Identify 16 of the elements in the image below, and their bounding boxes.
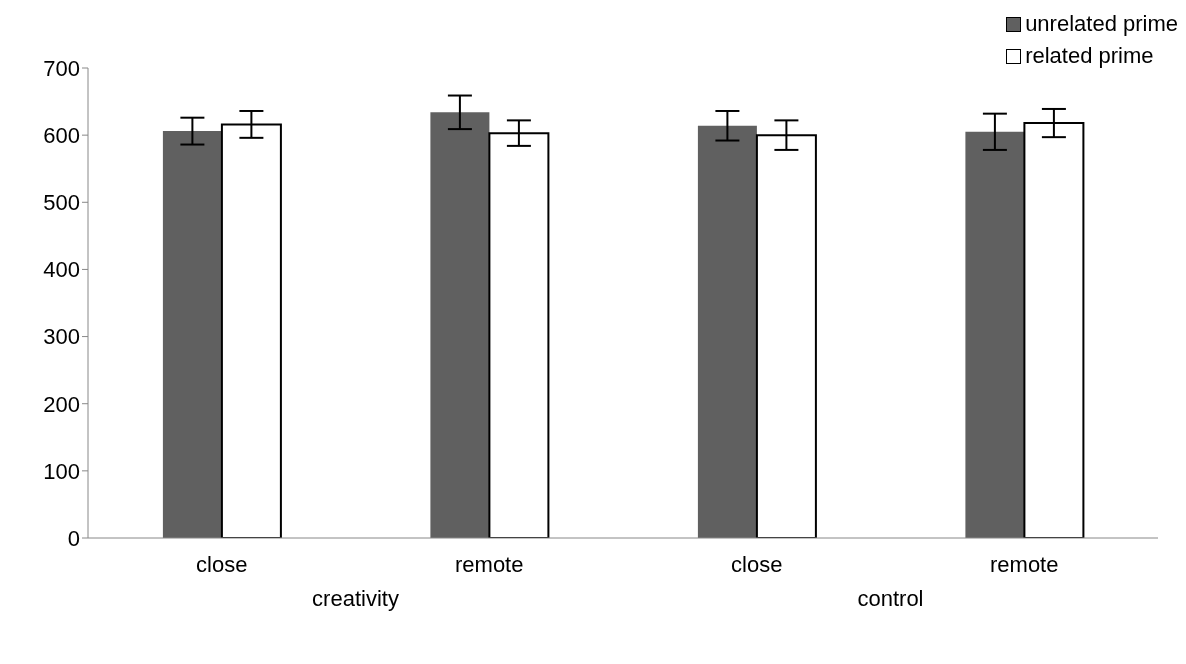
text: control	[856, 586, 925, 612]
y-tick-label: 300	[43, 324, 80, 350]
text: creativity	[311, 586, 400, 612]
y-tick-label: 100	[43, 458, 80, 484]
y-tick-label: 400	[43, 257, 80, 283]
y-tick-label: 0	[67, 525, 80, 551]
legend-label: related prime	[1025, 43, 1154, 69]
y-tick-label: 200	[43, 391, 80, 417]
y-tick-label: 700	[43, 55, 80, 81]
x-tick-label: close	[731, 551, 783, 577]
legend-label: unrelated prime	[1025, 11, 1178, 37]
x-tick-label: remote	[990, 551, 1059, 577]
x-tick-label: close	[196, 551, 248, 577]
x-tick-label: remote	[455, 551, 524, 577]
y-tick-label: 600	[43, 122, 80, 148]
y-tick-label: 500	[43, 190, 80, 216]
